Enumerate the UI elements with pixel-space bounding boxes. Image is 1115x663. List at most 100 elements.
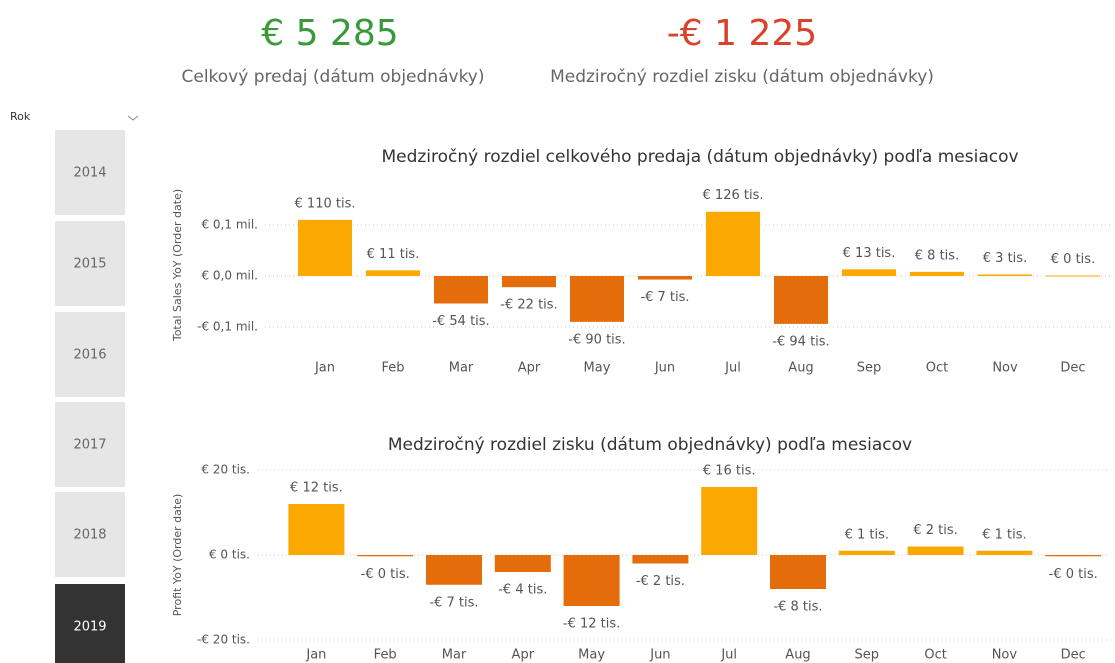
- bar: [426, 555, 482, 585]
- x-tick-label: Feb: [381, 361, 404, 376]
- x-tick-label: Jan: [305, 648, 326, 663]
- bar: [494, 555, 551, 572]
- x-tick-label: Jun: [649, 648, 670, 663]
- slicer-item[interactable]: [55, 130, 125, 215]
- bar: [434, 275, 488, 304]
- slicer-item[interactable]: [55, 584, 125, 663]
- bar: [770, 555, 826, 589]
- kpi-label: Celkový predaj (dátum objednávky): [181, 67, 484, 87]
- data-label: -€ 0 tis.: [1049, 567, 1098, 582]
- bar: [706, 211, 760, 276]
- slicer-item-label[interactable]: 2019: [73, 620, 106, 635]
- slicer-item[interactable]: [55, 312, 125, 397]
- x-tick-label: Jan: [314, 361, 335, 376]
- data-label: € 1 tis.: [982, 527, 1026, 542]
- bar: [1045, 555, 1102, 557]
- data-label: € 0 tis.: [1051, 252, 1095, 267]
- x-tick-label: Aug: [785, 648, 810, 663]
- data-label: € 3 tis.: [983, 251, 1027, 266]
- slicer-title: Rok: [10, 110, 31, 123]
- data-label: -€ 8 tis.: [773, 600, 822, 615]
- chart-title: Medziročný rozdiel zisku (dátum objednáv…: [388, 435, 912, 455]
- slicer-item[interactable]: [55, 492, 125, 577]
- x-tick-label: Mar: [449, 361, 474, 376]
- data-label: -€ 22 tis.: [500, 298, 557, 313]
- bar: [570, 275, 624, 322]
- data-label: € 2 tis.: [913, 523, 957, 538]
- slicer-item-label[interactable]: 2018: [73, 528, 106, 543]
- data-label: € 110 tis.: [295, 196, 356, 211]
- slicer-item[interactable]: [55, 402, 125, 487]
- bar: [366, 270, 420, 276]
- x-tick-label: May: [584, 361, 611, 376]
- bar: [838, 550, 895, 555]
- x-tick-label: Dec: [1061, 648, 1086, 663]
- data-label: -€ 7 tis.: [640, 290, 689, 305]
- data-label: € 13 tis.: [843, 246, 896, 261]
- data-label: € 126 tis.: [703, 188, 764, 203]
- data-label: -€ 12 tis.: [563, 617, 620, 632]
- x-tick-label: Nov: [992, 361, 1018, 376]
- slicer-item-label[interactable]: 2016: [73, 348, 106, 363]
- slicer-item-label[interactable]: 2017: [73, 438, 106, 453]
- y-tick-label: € 0,1 mil.: [201, 217, 258, 231]
- data-label: € 12 tis.: [290, 481, 343, 496]
- y-tick-label: € 0,0 mil.: [201, 268, 258, 282]
- y-tick-label: -€ 20 tis.: [197, 633, 250, 647]
- data-label: -€ 7 tis.: [429, 595, 478, 610]
- bar: [298, 219, 352, 276]
- bar: [563, 555, 620, 606]
- slicer-item-label[interactable]: 2015: [73, 257, 106, 272]
- y-tick-label: -€ 0,1 mil.: [197, 319, 258, 333]
- y-tick-label: € 0 tis.: [209, 548, 250, 562]
- x-tick-label: Apr: [512, 648, 535, 663]
- bar: [502, 275, 556, 288]
- data-label: -€ 54 tis.: [432, 314, 489, 329]
- x-tick-label: Jun: [654, 361, 675, 376]
- chart-title: Medziročný rozdiel celkového predaja (dá…: [381, 147, 1018, 167]
- bar: [288, 504, 345, 555]
- x-tick-label: May: [578, 648, 605, 663]
- data-label: € 16 tis.: [703, 464, 756, 479]
- data-label: -€ 90 tis.: [568, 332, 625, 347]
- data-label: € 8 tis.: [915, 248, 959, 263]
- x-tick-label: Nov: [992, 648, 1018, 663]
- x-tick-label: Jul: [720, 648, 737, 663]
- x-tick-label: Aug: [788, 361, 813, 376]
- x-tick-label: Jul: [724, 361, 741, 376]
- data-label: € 11 tis.: [367, 247, 420, 262]
- bar: [701, 487, 758, 555]
- data-label: -€ 4 tis.: [498, 583, 547, 598]
- y-tick-label: € 20 tis.: [201, 463, 250, 477]
- data-label: € 1 tis.: [845, 527, 889, 542]
- bar: [842, 269, 896, 276]
- x-tick-label: Oct: [924, 648, 946, 663]
- slicer-chevron[interactable]: [127, 115, 139, 121]
- kpi-value: -€ 1 225: [667, 13, 817, 54]
- bar: [978, 274, 1032, 276]
- data-label: -€ 0 tis.: [361, 567, 410, 582]
- bar: [1046, 275, 1100, 277]
- data-label: -€ 94 tis.: [772, 334, 829, 349]
- y-axis-label: Total Sales YoY (Order date): [171, 189, 184, 342]
- bar: [976, 550, 1033, 555]
- bar: [632, 555, 689, 564]
- x-tick-label: Sep: [857, 361, 882, 376]
- x-tick-label: Feb: [374, 648, 397, 663]
- bar: [907, 546, 964, 555]
- bar: [910, 271, 964, 276]
- bar: [357, 555, 414, 557]
- slicer-item-label[interactable]: 2014: [73, 166, 106, 181]
- y-axis-label: Profit YoY (Order date): [171, 494, 184, 617]
- kpi-value: € 5 285: [261, 13, 398, 54]
- x-tick-label: Dec: [1060, 361, 1085, 376]
- x-tick-label: Mar: [442, 648, 467, 663]
- x-tick-label: Oct: [926, 361, 948, 376]
- x-tick-label: Sep: [855, 648, 880, 663]
- slicer-item[interactable]: [55, 221, 125, 306]
- bar: [638, 275, 692, 280]
- data-label: -€ 2 tis.: [636, 574, 685, 589]
- kpi-label: Medziročný rozdiel zisku (dátum objednáv…: [550, 67, 934, 87]
